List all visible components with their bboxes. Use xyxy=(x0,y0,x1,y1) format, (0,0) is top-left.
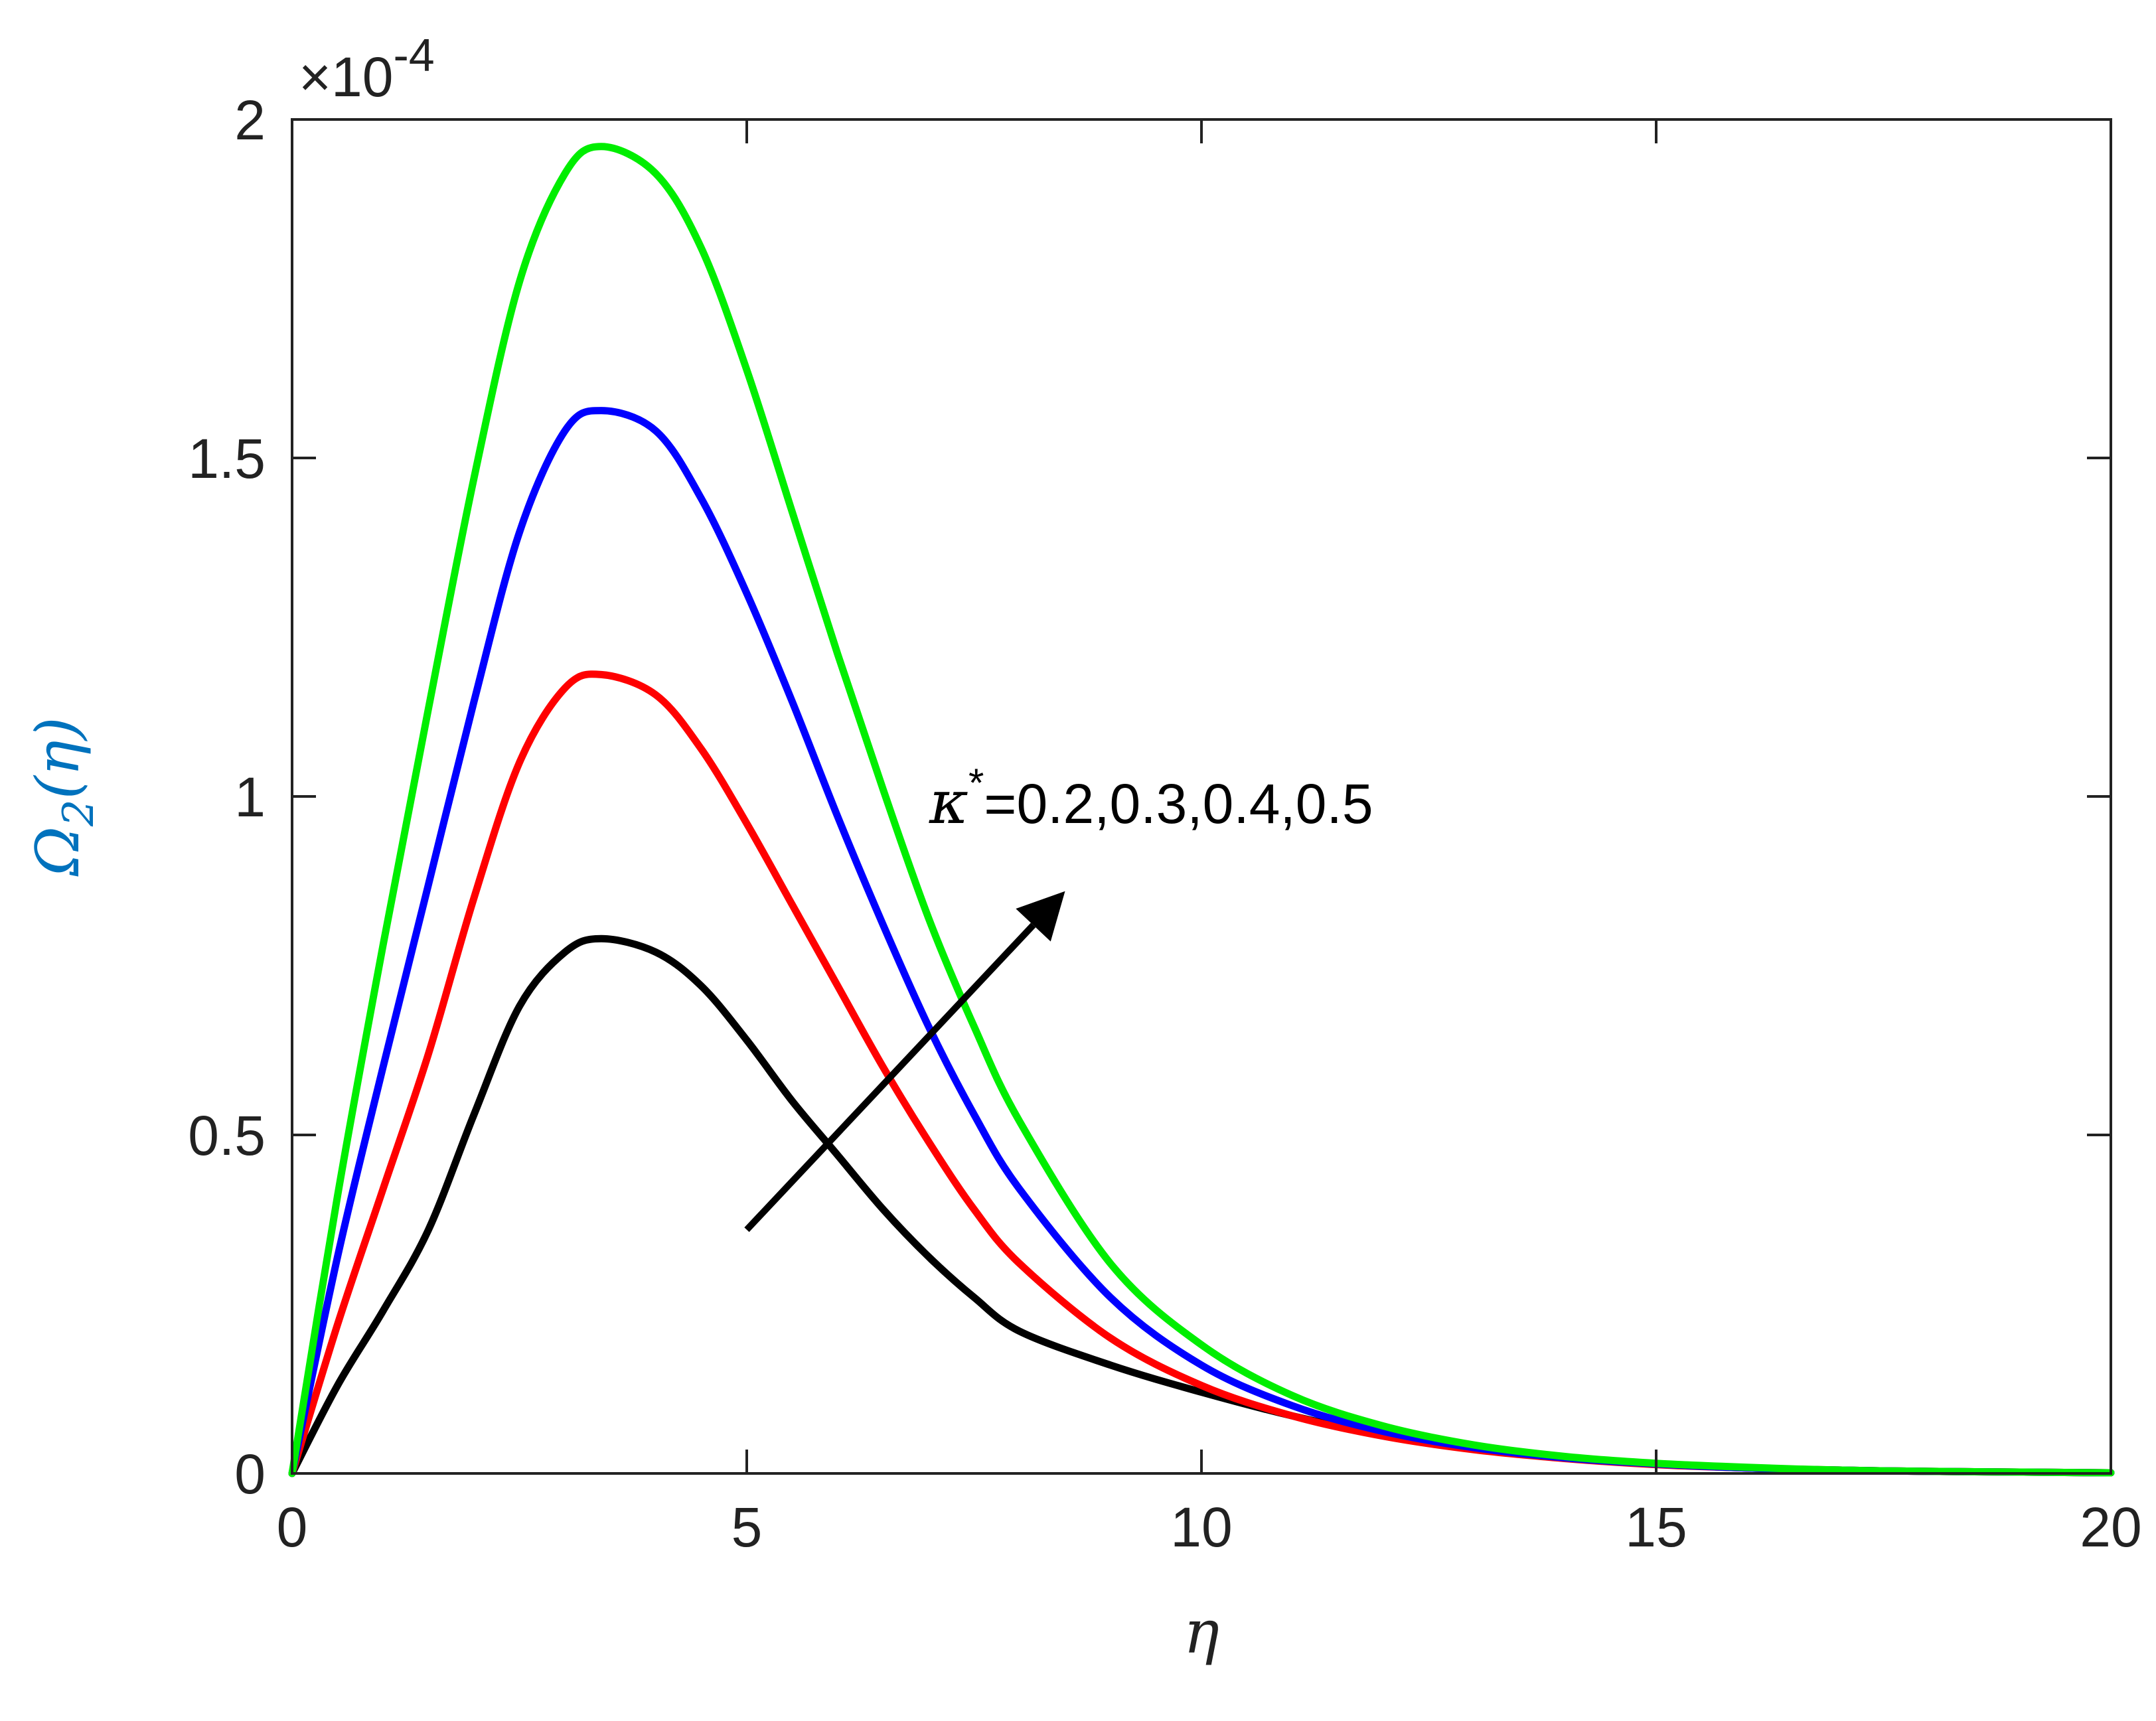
annotation-values: =0.2,0.3,0.4,0.5 xyxy=(984,773,1373,835)
y-axis-title-argument: (η) xyxy=(23,717,93,799)
y-tick-label: 1.5 xyxy=(188,427,266,490)
arrow-head xyxy=(1016,891,1065,942)
tick-layer: 0 5 10 15 20 0 0.5 1 1.5 2 xyxy=(188,89,2142,1558)
x-tick-label: 5 xyxy=(732,1496,763,1558)
y-tick-label: 2 xyxy=(234,89,266,151)
y-multiplier: ×10-4 xyxy=(299,29,435,108)
x-tick-label: 15 xyxy=(1625,1496,1687,1558)
arrow-shaft xyxy=(744,923,1036,1233)
series-layer xyxy=(288,143,2115,1477)
annotation-sup: * xyxy=(968,761,984,805)
y-tick-label: 0.5 xyxy=(188,1104,266,1167)
y-multiplier-exponent: -4 xyxy=(394,29,435,81)
x-tick-label: 10 xyxy=(1170,1496,1232,1558)
y-axis-title-subscript: 2 xyxy=(54,799,104,827)
annotation-symbol: κ xyxy=(929,768,968,838)
y-tick-label: 1 xyxy=(234,766,266,828)
annotation-arrow xyxy=(744,891,1065,1233)
x-tick-label: 0 xyxy=(277,1496,308,1558)
plot-area xyxy=(292,119,2111,1473)
x-tick-label: 20 xyxy=(2080,1496,2141,1558)
y-tick-label: 0 xyxy=(234,1443,266,1505)
x-axis-title: η xyxy=(1184,1598,1219,1667)
y-axis-title: Ω2(η) xyxy=(23,717,104,877)
annotation-label: κ*=0.2,0.3,0.4,0.5 xyxy=(929,761,1373,838)
series-line-4 xyxy=(288,143,2115,1477)
